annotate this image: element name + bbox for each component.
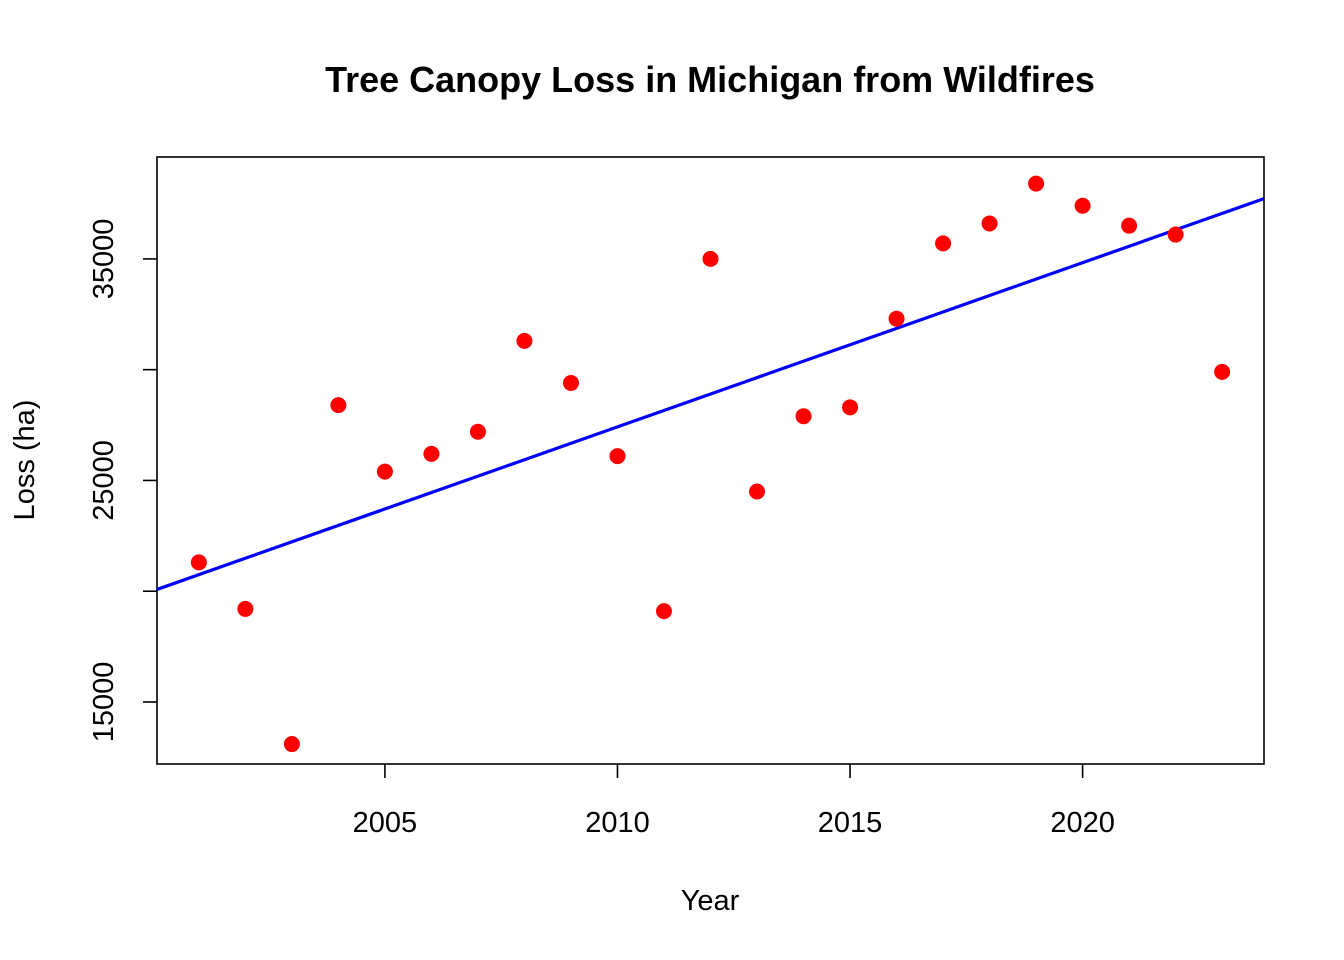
data-point bbox=[516, 332, 533, 349]
data-point bbox=[655, 603, 672, 620]
data-point bbox=[609, 448, 626, 465]
data-point bbox=[237, 600, 254, 617]
data-point bbox=[1028, 175, 1045, 192]
x-tick-label: 2015 bbox=[818, 807, 883, 839]
x-tick-label: 2005 bbox=[353, 807, 418, 839]
data-point bbox=[749, 483, 766, 500]
data-point bbox=[376, 463, 393, 480]
trend-line bbox=[156, 197, 1265, 591]
data-point bbox=[795, 408, 812, 425]
data-point bbox=[190, 554, 207, 571]
y-tick-label: 25000 bbox=[88, 440, 120, 521]
trend-line-group bbox=[156, 197, 1265, 591]
y-tick-label: 15000 bbox=[88, 662, 120, 743]
y-axis: 15000 25000 35000 bbox=[88, 219, 157, 743]
x-axis-label: Year bbox=[681, 885, 740, 917]
data-point bbox=[981, 215, 998, 232]
data-point bbox=[1167, 226, 1184, 243]
data-points bbox=[190, 175, 1231, 753]
data-point bbox=[935, 235, 952, 252]
data-point bbox=[842, 399, 859, 416]
data-point bbox=[562, 374, 579, 391]
y-axis-label: Loss (ha) bbox=[9, 400, 41, 521]
x-axis: 2005 2010 2015 2020 bbox=[353, 764, 1115, 839]
x-tick-label: 2010 bbox=[585, 807, 650, 839]
x-tick-label: 2020 bbox=[1050, 807, 1115, 839]
data-point bbox=[330, 397, 347, 414]
y-tick-label: 35000 bbox=[88, 219, 120, 300]
data-point bbox=[702, 250, 719, 267]
chart-title: Tree Canopy Loss in Michigan from Wildfi… bbox=[325, 59, 1095, 100]
data-point bbox=[1214, 363, 1231, 380]
data-point bbox=[1074, 197, 1091, 214]
data-point bbox=[423, 445, 440, 462]
data-point bbox=[888, 310, 905, 327]
data-point bbox=[1121, 217, 1138, 234]
data-point bbox=[283, 736, 300, 753]
plot-frame bbox=[156, 156, 1265, 765]
data-point bbox=[469, 423, 486, 440]
